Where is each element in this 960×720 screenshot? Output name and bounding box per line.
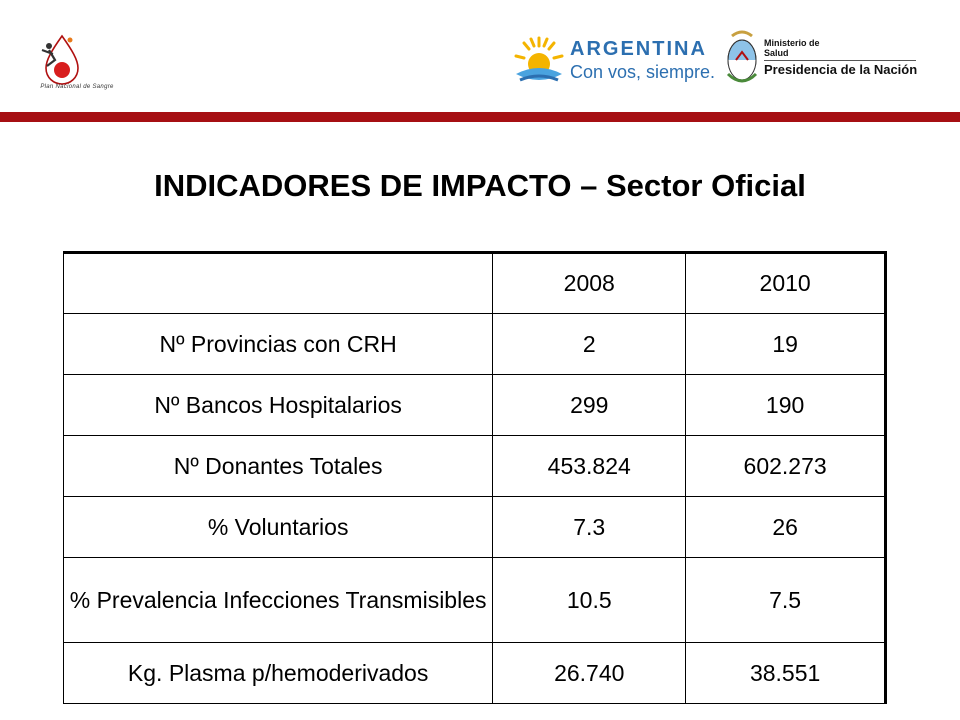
ministry-line3: Presidencia de la Nación bbox=[764, 62, 918, 77]
table-row: Nº Bancos Hospitalarios 299 190 bbox=[62, 374, 886, 436]
value-2010: 190 bbox=[685, 374, 886, 436]
plan-nacional-logo bbox=[22, 28, 132, 98]
header-cell-blank bbox=[62, 252, 494, 314]
value-2008: 7.3 bbox=[492, 496, 687, 558]
value-2008: 299 bbox=[492, 374, 687, 436]
table-row: Nº Provincias con CRH 2 19 bbox=[62, 313, 886, 375]
impact-indicators-table: 2008 2010 Nº Provincias con CRH 2 19 Nº … bbox=[62, 251, 887, 704]
row-label: Nº Donantes Totales bbox=[62, 435, 494, 497]
red-header-band bbox=[0, 112, 960, 122]
value-2010: 26 bbox=[685, 496, 886, 558]
national-seal-icon bbox=[726, 30, 758, 83]
argentina-word: ARGENTINA bbox=[570, 38, 707, 60]
value-2010: 602.273 bbox=[685, 435, 886, 497]
row-label: Nº Provincias con CRH bbox=[62, 313, 494, 375]
plan-nacional-caption: Plan Nacional de Sangre bbox=[40, 84, 114, 90]
ministry-divider bbox=[764, 60, 916, 61]
table-row: Nº Donantes Totales 453.824 602.273 bbox=[62, 435, 886, 497]
argentina-brand-logo: ARGENTINA Con vos, siempre. bbox=[512, 32, 716, 88]
table-row: % Voluntarios 7.3 26 bbox=[62, 496, 886, 558]
row-label: Kg. Plasma p/hemoderivados bbox=[62, 642, 494, 704]
table-header-row: 2008 2010 bbox=[62, 252, 886, 314]
page-title: INDICADORES DE IMPACTO – Sector Oficial bbox=[154, 168, 806, 203]
value-2008: 26.740 bbox=[492, 642, 687, 704]
header: Plan Nacional de Sangre ARGENTINA Con vo… bbox=[0, 0, 960, 122]
row-label: % Prevalencia Infecciones Transmisibles bbox=[62, 557, 494, 643]
ministry-line2: Salud bbox=[764, 48, 789, 58]
row-label: % Voluntarios bbox=[62, 496, 494, 558]
value-2010: 38.551 bbox=[685, 642, 886, 704]
table-row: % Prevalencia Infecciones Transmisibles … bbox=[62, 557, 886, 643]
value-2010: 7.5 bbox=[685, 557, 886, 643]
table-row: Kg. Plasma p/hemoderivados 26.740 38.551 bbox=[62, 642, 886, 704]
sun-icon bbox=[514, 36, 564, 82]
value-2008: 2 bbox=[492, 313, 687, 375]
header-cell-2008: 2008 bbox=[492, 252, 687, 314]
ministerio-logo: Ministerio de Salud Presidencia de la Na… bbox=[724, 30, 924, 92]
header-cell-2010: 2010 bbox=[685, 252, 886, 314]
argentina-slogan: Con vos, siempre. bbox=[570, 62, 716, 82]
value-2008: 453.824 bbox=[492, 435, 687, 497]
value-2008: 10.5 bbox=[492, 557, 687, 643]
row-label: Nº Bancos Hospitalarios bbox=[62, 374, 494, 436]
value-2010: 19 bbox=[685, 313, 886, 375]
blood-drop-icon bbox=[41, 34, 79, 85]
ministry-line1: Ministerio de bbox=[764, 38, 820, 48]
